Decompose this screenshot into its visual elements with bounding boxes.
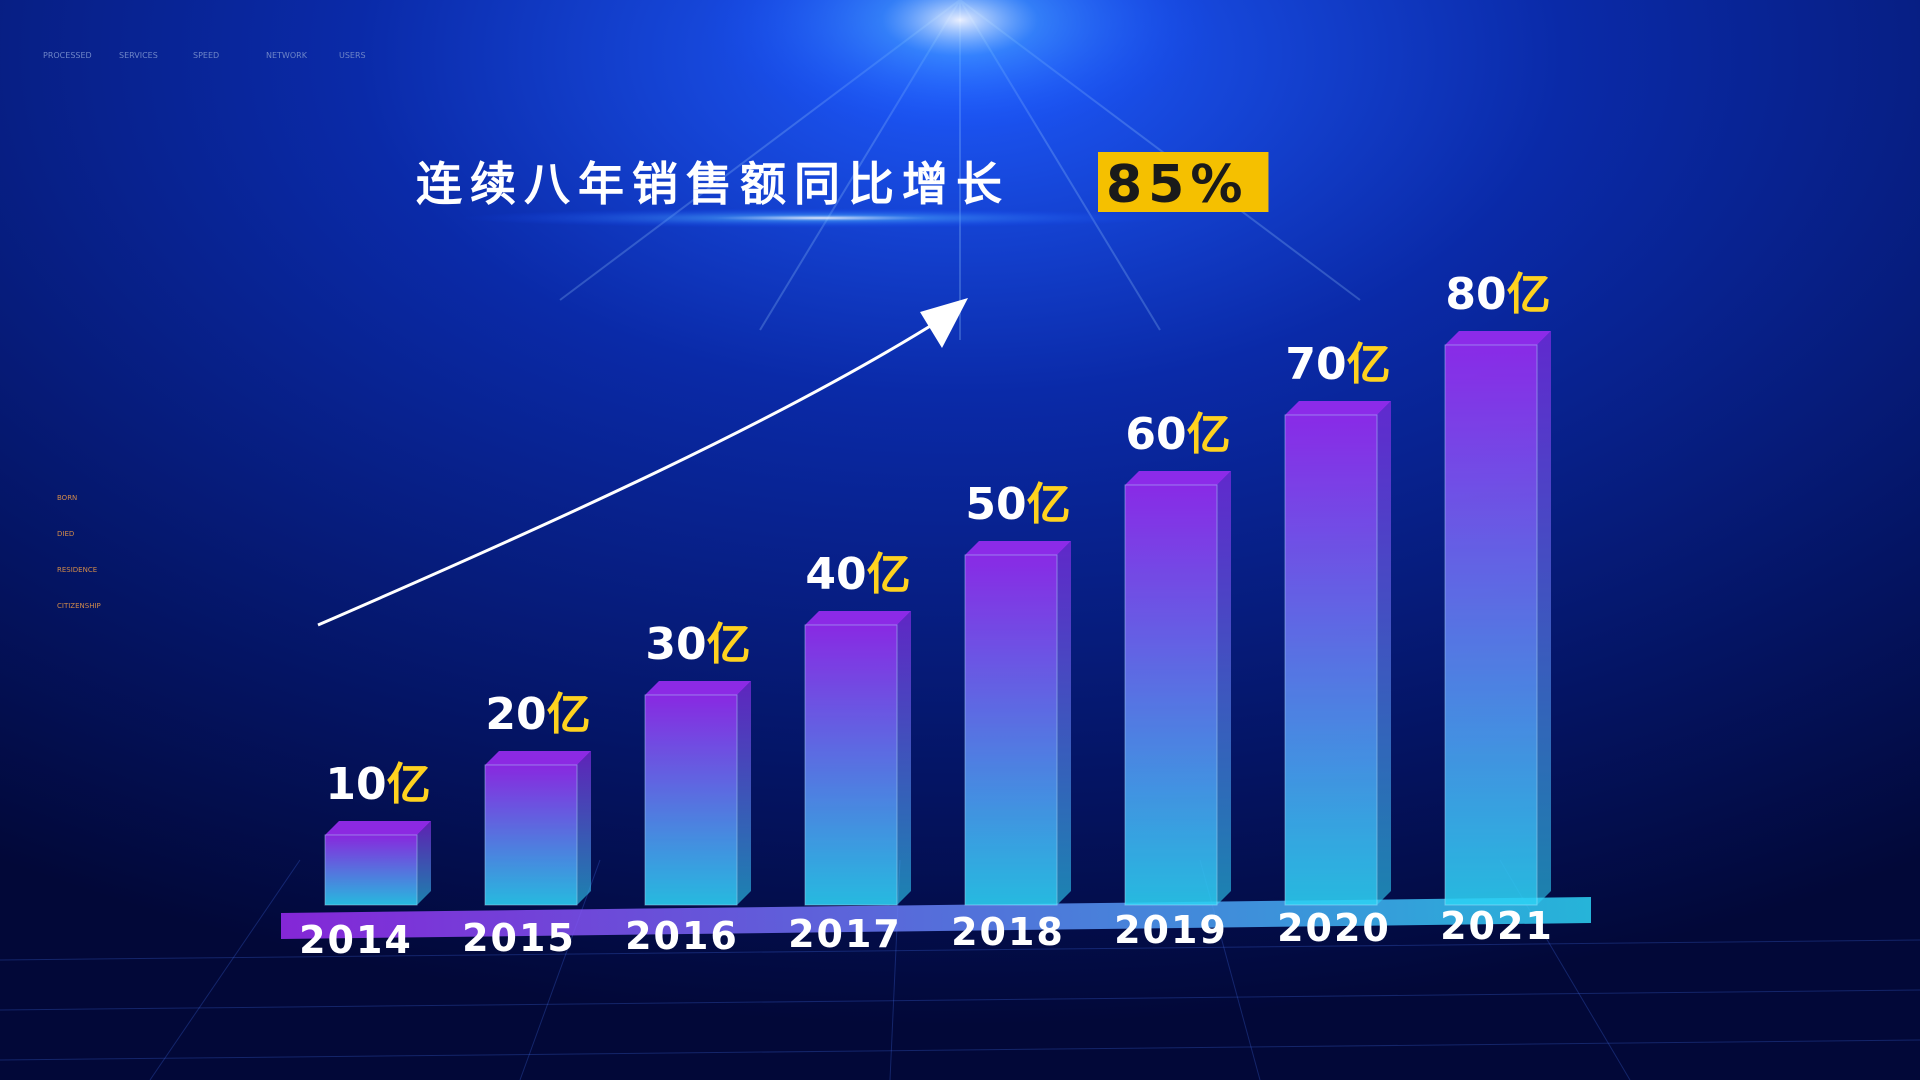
bar-side <box>737 681 751 905</box>
decor-label: BORN <box>57 494 77 502</box>
x-tick-label: 2014 <box>299 918 413 962</box>
bar <box>1124 484 1218 906</box>
bar-top <box>1125 471 1231 485</box>
bar-top <box>1285 401 1391 415</box>
value-label: 10亿 <box>325 759 430 810</box>
decor-label: DIED <box>57 530 74 538</box>
decor-label: CITIZENSHIP <box>57 602 101 610</box>
value-label: 40亿 <box>805 549 910 600</box>
bar-side <box>1377 401 1391 905</box>
title-highlight-box <box>1098 152 1269 212</box>
title-glow <box>460 208 1180 228</box>
bar <box>484 764 578 906</box>
bar-top <box>805 611 911 625</box>
arrow-head <box>920 298 968 348</box>
value-label: 30亿 <box>645 619 750 670</box>
bar <box>1284 414 1378 906</box>
bar <box>1444 344 1538 906</box>
x-tick-label: 2015 <box>462 916 576 960</box>
bar-side <box>577 751 591 905</box>
decor-label: PROCESSED <box>43 51 92 60</box>
bar-side <box>897 611 911 905</box>
value-label: 60亿 <box>1125 409 1230 460</box>
chart-title: 连续八年销售额同比增长 <box>416 157 1010 211</box>
bars: 10亿 2014 20亿 2015 30亿 2016 40亿 2017 50亿 2018 60亿 20… <box>281 269 1591 962</box>
decor-label: SPEED <box>193 51 219 60</box>
value-label: 70亿 <box>1285 339 1390 390</box>
decor-label: SERVICES <box>119 51 158 60</box>
bar-top <box>485 751 591 765</box>
bar-side <box>1537 331 1551 905</box>
value-label: 50亿 <box>965 479 1070 530</box>
x-tick-label: 2018 <box>951 910 1065 954</box>
bar-side <box>1057 541 1071 905</box>
bar <box>964 554 1058 906</box>
trend-arrow <box>317 318 941 627</box>
x-tick-label: 2019 <box>1114 908 1228 952</box>
title-highlight: 85% <box>1106 155 1248 215</box>
bar-top <box>325 821 431 835</box>
x-tick-label: 2020 <box>1277 906 1391 950</box>
top-glow <box>700 0 1220 140</box>
platform <box>281 897 1591 939</box>
value-label: 20亿 <box>485 689 590 740</box>
value-label: 80亿 <box>1445 269 1550 320</box>
bar-side <box>1217 471 1231 905</box>
bar <box>324 834 418 906</box>
decor-label: NETWORK <box>266 51 308 60</box>
bar-top <box>965 541 1071 555</box>
bar <box>644 694 738 906</box>
x-tick-label: 2017 <box>788 912 902 956</box>
decor-label: USERS <box>339 51 366 60</box>
x-tick-label: 2016 <box>625 914 739 958</box>
bar-top <box>645 681 751 695</box>
bar-side <box>417 821 431 905</box>
bar <box>804 624 898 906</box>
decor-label: RESIDENCE <box>57 566 97 574</box>
bar-top <box>1445 331 1551 345</box>
x-tick-label: 2021 <box>1440 904 1554 948</box>
floor-grid <box>0 859 1920 1080</box>
